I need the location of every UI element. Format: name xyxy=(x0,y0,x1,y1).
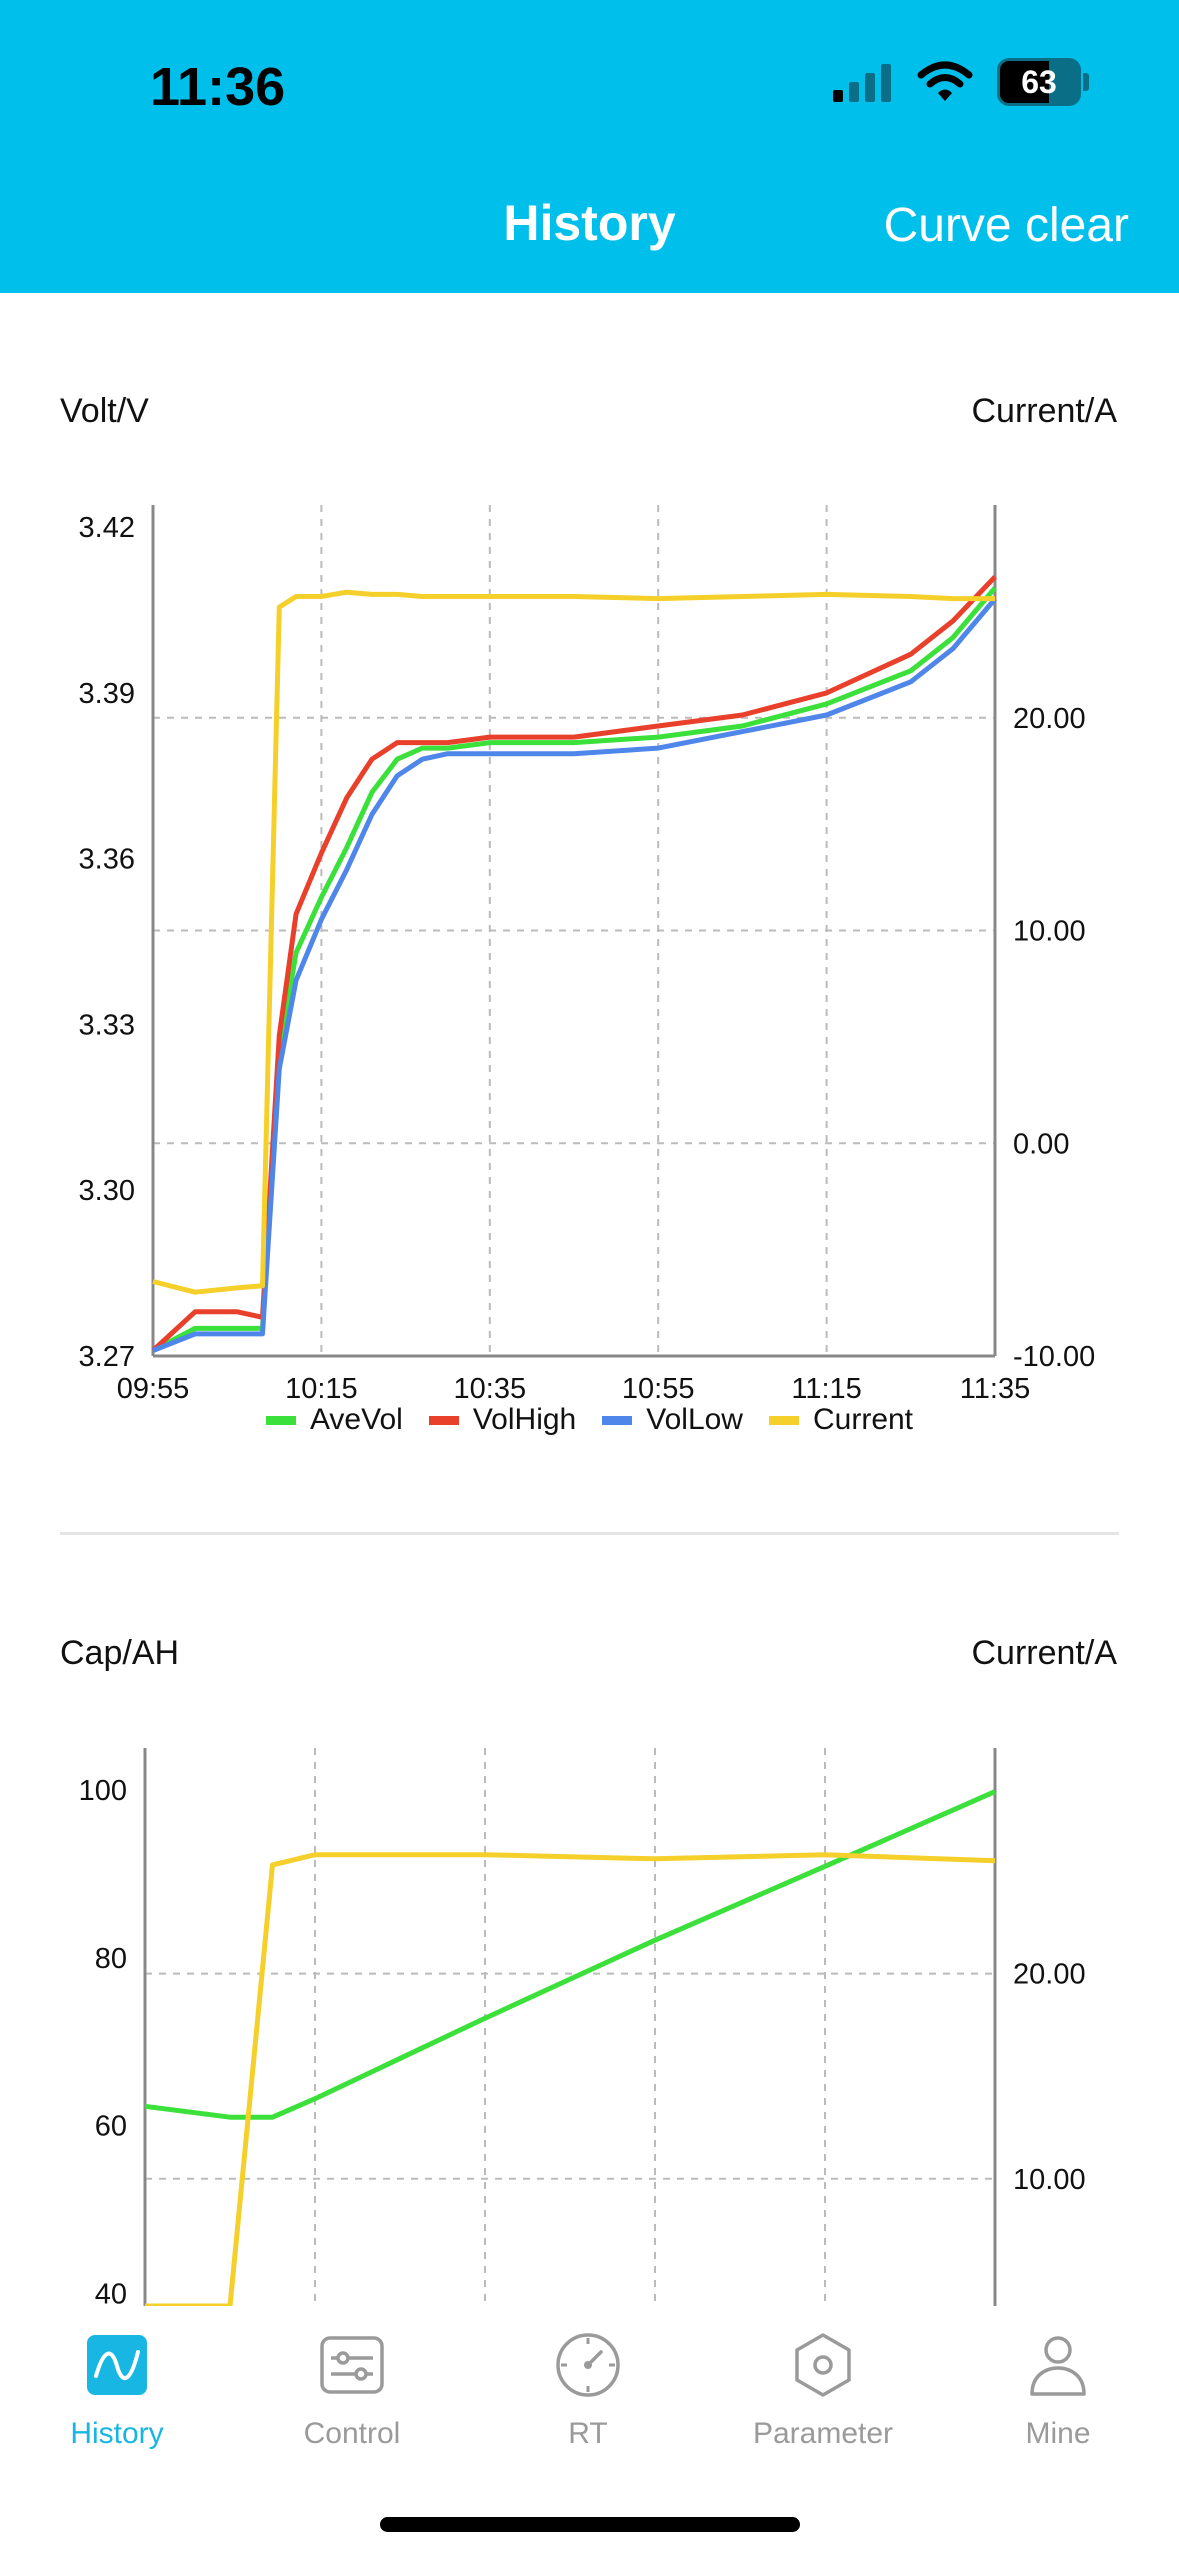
battery-icon: 63 xyxy=(997,58,1081,106)
x-tick-label: 11:35 xyxy=(960,1373,1030,1400)
right-tick-label: 20.00 xyxy=(1013,703,1086,735)
right-tick-label: 0.00 xyxy=(1013,1128,1069,1160)
right-tick-label: 10.00 xyxy=(1013,2164,1086,2196)
hexagon-nut-icon xyxy=(795,2333,851,2397)
x-tick-label: 11:15 xyxy=(791,1373,861,1400)
legend-item-vollow: VolLow xyxy=(602,1403,743,1437)
tab-history-label: History xyxy=(70,2417,164,2450)
capacity-chart: 40 60 80 100 10.00 20.00 xyxy=(0,1720,1179,2306)
left-tick-label: 3.42 xyxy=(79,512,135,544)
legend-item-volhigh: VolHigh xyxy=(428,1403,577,1437)
right-tick-label: 20.00 xyxy=(1013,1959,1086,1991)
left-tick-label: 80 xyxy=(95,1943,127,1975)
legend-swatch xyxy=(602,1415,633,1425)
left-tick-label: 3.33 xyxy=(79,1009,135,1041)
voltage-chart: 3.27 3.30 3.33 3.36 3.39 3.42 -10.00 0.00 10.00 2… xyxy=(0,480,1179,1400)
tab-history[interactable]: History xyxy=(27,2330,207,2451)
left-tick-label: 3.30 xyxy=(79,1175,135,1207)
person-icon xyxy=(1030,2336,1086,2396)
right-tick-label: 10.00 xyxy=(1013,916,1086,948)
current-line xyxy=(152,589,995,1295)
tab-mine[interactable]: Mine xyxy=(968,2330,1148,2451)
curve-clear-button[interactable]: Curve clear xyxy=(883,199,1129,252)
left-tick-label: 3.39 xyxy=(79,678,135,710)
x-tick-label: 10:55 xyxy=(622,1373,695,1400)
status-time: 11:36 xyxy=(150,57,286,117)
x-tick-label: 10:15 xyxy=(285,1373,358,1400)
control-sliders-icon xyxy=(320,2336,384,2394)
voltage-chart-svg: 3.27 3.30 3.33 3.36 3.39 3.42 -10.00 0.00 10.00 2… xyxy=(79,505,1095,1400)
home-indicator xyxy=(380,2517,800,2532)
chart1-legend: AveVol VolHigh VolLow Current xyxy=(0,1403,1179,1437)
chart2-right-axis-title: Current/A xyxy=(971,1634,1118,1672)
tab-mine-label: Mine xyxy=(1025,2417,1091,2450)
section-divider xyxy=(60,1532,1119,1535)
legend-item-avevol: AveVol xyxy=(265,1403,403,1437)
chart1-left-axis-title: Volt/V xyxy=(60,392,149,430)
battery-level xyxy=(1000,61,1050,103)
page-title: History xyxy=(503,195,676,251)
chart2-left-axis-title: Cap/AH xyxy=(60,1634,180,1672)
vollow-line xyxy=(152,597,997,1353)
history-wave-icon xyxy=(87,2335,147,2395)
tab-parameter[interactable]: Parameter xyxy=(733,2330,913,2451)
legend-swatch xyxy=(768,1415,799,1425)
gauge-icon xyxy=(556,2333,620,2397)
battery-cap xyxy=(1083,73,1089,91)
left-tick-label: 3.27 xyxy=(79,1341,135,1373)
legend-label: VolLow xyxy=(646,1403,743,1436)
x-tick-label: 10:35 xyxy=(454,1373,527,1400)
left-tick-label: 60 xyxy=(95,2111,127,2143)
tab-rt[interactable]: RT xyxy=(498,2330,678,2451)
status-icons: 63 xyxy=(831,58,1089,106)
legend-swatch xyxy=(428,1415,459,1425)
chart1-right-axis-title: Current/A xyxy=(971,392,1118,430)
tab-rt-label: RT xyxy=(568,2417,608,2450)
tab-bar: History Control RT Parameter xyxy=(0,2306,1179,2556)
x-tick-label: 09:55 xyxy=(117,1373,190,1400)
legend-swatch xyxy=(265,1415,296,1425)
legend-label: Current xyxy=(812,1403,914,1436)
left-tick-label: 3.36 xyxy=(79,844,135,876)
capacity-chart-svg: 40 60 80 100 10.00 20.00 xyxy=(79,1748,1086,2306)
app-header: 11:36 63 History Curve clear xyxy=(0,0,1179,293)
cap-line xyxy=(144,1789,997,2120)
legend-label: VolHigh xyxy=(472,1403,577,1436)
tab-control-label: Control xyxy=(303,2417,401,2450)
wifi-icon xyxy=(917,61,973,101)
tab-control[interactable]: Control xyxy=(262,2330,442,2451)
current-line xyxy=(145,1852,996,2306)
right-tick-label: -10.00 xyxy=(1013,1341,1095,1373)
left-tick-label: 40 xyxy=(95,2278,127,2306)
battery-percent: 63 xyxy=(1021,64,1057,100)
tab-parameter-label: Parameter xyxy=(752,2417,894,2450)
left-tick-label: 100 xyxy=(79,1775,127,1807)
legend-item-current: Current xyxy=(768,1403,914,1437)
signal-icon xyxy=(833,64,891,102)
legend-label: AveVol xyxy=(309,1403,403,1436)
